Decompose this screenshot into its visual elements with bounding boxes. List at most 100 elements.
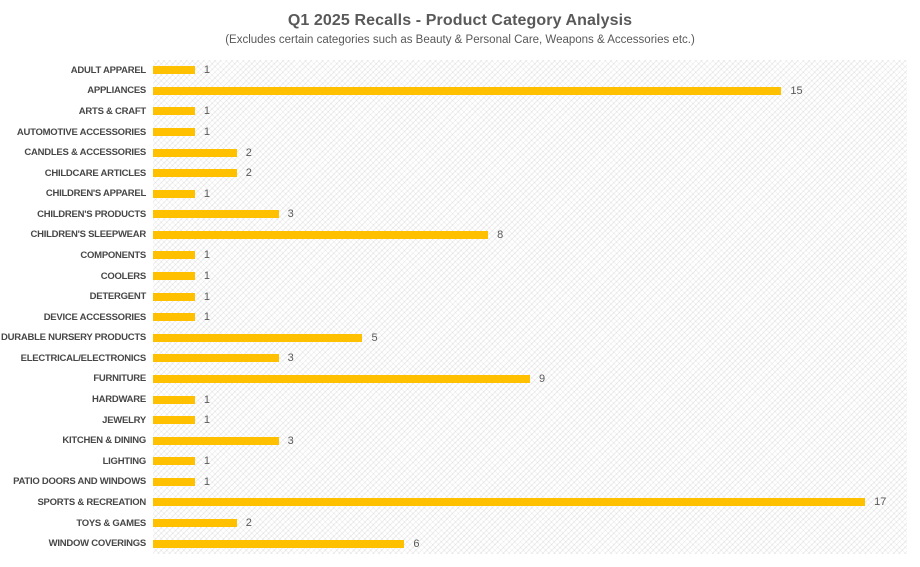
- bar: [153, 86, 782, 95]
- bar-row: FURNITURE 9: [0, 369, 920, 390]
- value-label: 1: [203, 475, 210, 488]
- bar: [153, 189, 195, 198]
- category-label: TOYS & GAMES: [76, 517, 146, 529]
- category-label: HARDWARE: [92, 394, 146, 406]
- bar-row: CHILDCARE ARTICLES 2: [0, 163, 920, 184]
- value-label: 1: [203, 290, 210, 303]
- value-label: 8: [497, 228, 504, 241]
- bar-row: CHILDREN'S PRODUCTS 3: [0, 204, 920, 225]
- value-label: 1: [203, 393, 210, 406]
- bar-row: AUTOMOTIVE ACCESSORIES 1: [0, 122, 920, 143]
- category-label: FURNITURE: [93, 373, 146, 385]
- bar: [153, 477, 195, 486]
- value-label: 1: [203, 126, 210, 139]
- bar-rows: ADULT APPAREL 1 APPLIANCES 15 ARTS & CRAFT 1 A…: [0, 60, 920, 554]
- bar-row: ARTS & CRAFT 1: [0, 101, 920, 122]
- bar-row: KITCHEN & DINING 3: [0, 430, 920, 451]
- value-label: 3: [287, 352, 294, 365]
- bar-row: APPLIANCES 15: [0, 81, 920, 102]
- category-label: WINDOW COVERINGS: [48, 538, 147, 550]
- category-label: ARTS & CRAFT: [78, 105, 146, 117]
- chart-subtitle: (Excludes certain categories such as Bea…: [225, 34, 695, 46]
- value-label: 1: [203, 249, 210, 262]
- value-label: 1: [203, 64, 210, 77]
- bar-row: JEWELRY 1: [0, 410, 920, 431]
- bar-row: DURABLE NURSERY PRODUCTS 5: [0, 328, 920, 349]
- bar-row: CANDLES & ACCESSORIES 2: [0, 142, 920, 163]
- bar: [153, 169, 237, 178]
- value-label: 9: [539, 372, 546, 385]
- bar: [153, 148, 237, 157]
- bar: [153, 292, 195, 301]
- value-label: 1: [203, 455, 210, 468]
- category-label: CHILDCARE ARTICLES: [44, 167, 146, 179]
- bar-row: CHILDREN'S SLEEPWEAR 8: [0, 225, 920, 246]
- category-label: AUTOMOTIVE ACCESSORIES: [16, 126, 146, 138]
- value-label: 1: [203, 414, 210, 427]
- value-label: 1: [203, 311, 210, 324]
- value-label: 3: [287, 434, 294, 447]
- category-label: CHILDREN'S SLEEPWEAR: [30, 229, 147, 241]
- bar: [153, 251, 195, 260]
- value-label: 17: [874, 496, 887, 509]
- chart-header: Q1 2025 Recalls - Product Category Analy…: [0, 11, 920, 47]
- chart-title: Q1 2025 Recalls - Product Category Analy…: [287, 12, 633, 29]
- value-label: 1: [203, 270, 210, 283]
- bar: [153, 519, 237, 527]
- bar: [153, 374, 530, 383]
- category-label: DEVICE ACCESSORIES: [43, 311, 147, 323]
- bar: [153, 128, 195, 137]
- category-label: COOLERS: [100, 270, 146, 282]
- bar: [153, 333, 363, 342]
- bar: [153, 539, 405, 548]
- value-label: 2: [245, 167, 252, 180]
- bar-row: PATIO DOORS AND WINDOWS 1: [0, 472, 920, 493]
- bar-row: ADULT APPAREL 1: [0, 60, 920, 81]
- bar-row: HARDWARE 1: [0, 389, 920, 410]
- value-label: 1: [203, 187, 210, 200]
- category-label: COMPONENTS: [80, 249, 146, 261]
- bar-row: WINDOW COVERINGS 6: [0, 533, 920, 554]
- bar-row: DETERGENT 1: [0, 286, 920, 307]
- category-label: ADULT APPAREL: [70, 64, 146, 76]
- bar: [153, 107, 195, 116]
- bar-row: CHILDREN'S APPAREL 1: [0, 183, 920, 204]
- category-label: KITCHEN & DINING: [62, 435, 146, 447]
- bar-row: LIGHTING 1: [0, 451, 920, 472]
- bar-row: DEVICE ACCESSORIES 1: [0, 307, 920, 328]
- bar: [153, 498, 866, 507]
- category-label: CHILDREN'S PRODUCTS: [37, 208, 146, 220]
- category-label: LIGHTING: [102, 455, 147, 467]
- value-label: 1: [203, 105, 210, 118]
- bar: [153, 436, 279, 445]
- value-label: 6: [413, 537, 420, 550]
- value-label: 15: [790, 84, 803, 97]
- bar-row: COMPONENTS 1: [0, 245, 920, 266]
- bar-row: ELECTRICAL/ELECTRONICS 3: [0, 348, 920, 369]
- category-label: JEWELRY: [102, 414, 146, 426]
- bar: [153, 230, 489, 239]
- value-label: 2: [245, 146, 252, 159]
- bar-row: SPORTS & RECREATION 17: [0, 492, 920, 513]
- plot-background: [153, 60, 907, 554]
- bar: [153, 395, 195, 404]
- bar: [153, 354, 279, 363]
- category-label: DETERGENT: [89, 291, 147, 303]
- category-label: CHILDREN'S APPAREL: [45, 188, 146, 200]
- category-label: DURABLE NURSERY PRODUCTS: [1, 332, 146, 344]
- bar: [153, 416, 195, 425]
- bar-row: COOLERS 1: [0, 266, 920, 287]
- category-label: SPORTS & RECREATION: [37, 496, 146, 508]
- bar: [153, 210, 279, 219]
- bar: [153, 313, 195, 322]
- bar: [153, 272, 195, 281]
- category-label: APPLIANCES: [87, 85, 146, 97]
- value-label: 5: [371, 331, 378, 344]
- value-label: 3: [287, 208, 294, 221]
- value-label: 2: [245, 517, 252, 529]
- category-label: ELECTRICAL/ELECTRONICS: [20, 352, 147, 364]
- bar-row: TOYS & GAMES 2: [0, 513, 920, 534]
- chart-area: ADULT APPAREL 1 APPLIANCES 15 ARTS & CRAFT 1 A…: [0, 60, 920, 554]
- bar: [153, 66, 195, 75]
- category-label: CANDLES & ACCESSORIES: [24, 147, 146, 159]
